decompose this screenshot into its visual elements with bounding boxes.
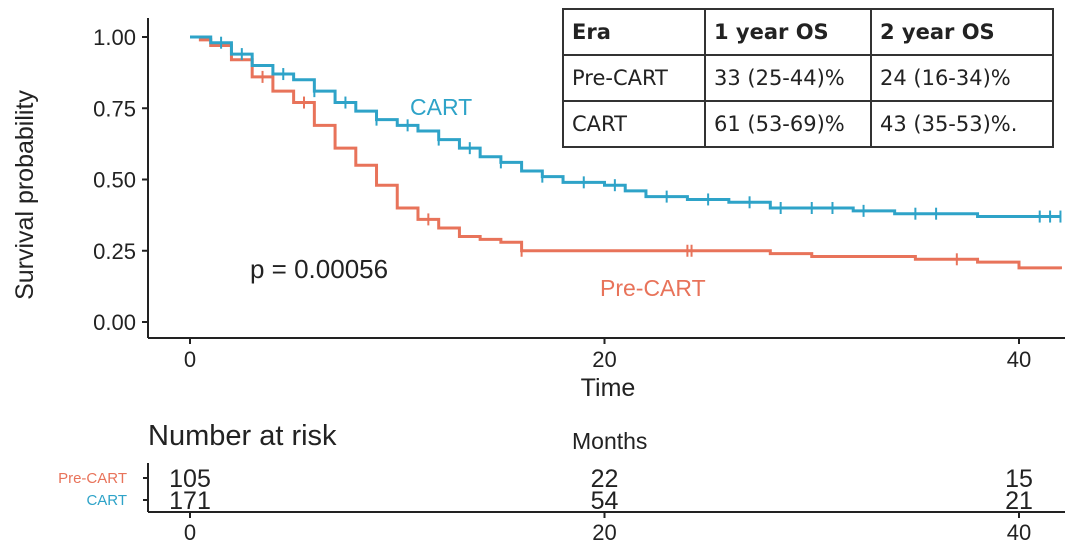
x-axis-title: Time: [581, 374, 636, 402]
os-table-cell: Pre-CART: [562, 54, 706, 102]
os-table-cell: 61 (53-69)%: [704, 100, 872, 148]
risk-x-tick-label: 40: [1007, 520, 1031, 545]
axes-layer: 0.00 0.25 0.50 0.75 1.00 0 20 40: [93, 18, 1065, 372]
risk-value: 22: [591, 465, 619, 493]
x-tick-label: 20: [592, 347, 616, 372]
os-table-cell: CART: [562, 100, 706, 148]
y-tick-label: 0.50: [93, 168, 136, 193]
risk-value: 15: [1005, 465, 1033, 493]
risk-value: 21: [1005, 487, 1033, 515]
risk-value: 105: [169, 465, 211, 493]
os-table-row: Pre-CART 33 (25-44)% 24 (16-34)%: [562, 54, 1054, 102]
os-table-cell: 43 (35-53)%.: [870, 100, 1054, 148]
risk-row-label-cart: CART: [86, 492, 127, 509]
y-tick-label: 0.75: [93, 96, 136, 121]
pre-cart-curve: [190, 35, 1062, 270]
os-table-header-era: Era: [562, 8, 706, 56]
y-tick-label: 0.00: [93, 310, 136, 335]
y-axis-title: Survival probability: [11, 90, 39, 300]
y-tick-label: 1.00: [93, 25, 136, 50]
risk-table-title: Number at risk: [148, 420, 337, 452]
risk-table-layer: Pre-CART 105 22 15 CART 171 54 21 0 20 40: [58, 463, 1065, 545]
risk-x-tick-label: 20: [592, 520, 616, 545]
os-table-row: CART 61 (53-69)% 43 (35-53)%.: [562, 100, 1054, 148]
os-table-cell: 33 (25-44)%: [704, 54, 872, 102]
risk-value: 171: [169, 487, 211, 515]
x-tick-label: 0: [184, 347, 196, 372]
os-table-header-1yr: 1 year OS: [704, 8, 872, 56]
os-summary-table: Era 1 year OS 2 year OS Pre-CART 33 (25-…: [562, 8, 1054, 148]
risk-row-label-pre-cart: Pre-CART: [58, 470, 127, 487]
x-tick-label: 40: [1007, 347, 1031, 372]
p-value-annotation: p = 0.00056: [250, 254, 388, 284]
os-table-header-row: Era 1 year OS 2 year OS: [562, 8, 1054, 56]
y-tick-label: 0.25: [93, 239, 136, 264]
risk-x-tick-label: 0: [184, 520, 196, 545]
risk-value: 54: [591, 487, 619, 515]
os-table-cell: 24 (16-34)%: [870, 54, 1054, 102]
os-table-header-2yr: 2 year OS: [870, 8, 1054, 56]
risk-table-subtitle: Months: [572, 428, 647, 454]
cart-curve-label: CART: [410, 94, 472, 120]
pre-cart-curve-label: Pre-CART: [600, 275, 706, 301]
